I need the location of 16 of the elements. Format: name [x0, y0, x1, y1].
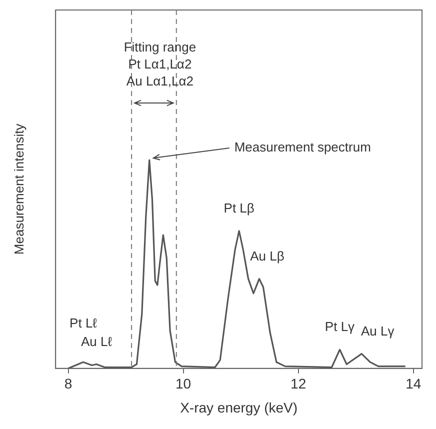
- annotation: Measurement spectrum: [234, 140, 371, 155]
- annotation: Au Lℓ: [80, 334, 113, 349]
- x-tick-label: 12: [290, 376, 306, 392]
- x-tick-label: 10: [176, 376, 192, 392]
- y-axis-title: Measurement intensity: [11, 123, 26, 255]
- x-axis-title: X-ray energy (keV): [180, 399, 298, 416]
- annotation: Pt Lℓ: [70, 316, 98, 331]
- annotation: Pt Lγ: [324, 319, 356, 334]
- x-tick-label: 14: [406, 376, 422, 392]
- x-tick-label: 8: [64, 376, 72, 392]
- annotation: Au Lγ: [360, 323, 395, 338]
- text: Pt Lα1,Lα2: [128, 56, 192, 72]
- text: Au Lα1,Lα2: [126, 74, 194, 89]
- annotation: Pt Lβ: [224, 200, 254, 216]
- annotation: Au Lβ: [250, 248, 284, 264]
- text: Fitting range: [124, 40, 196, 55]
